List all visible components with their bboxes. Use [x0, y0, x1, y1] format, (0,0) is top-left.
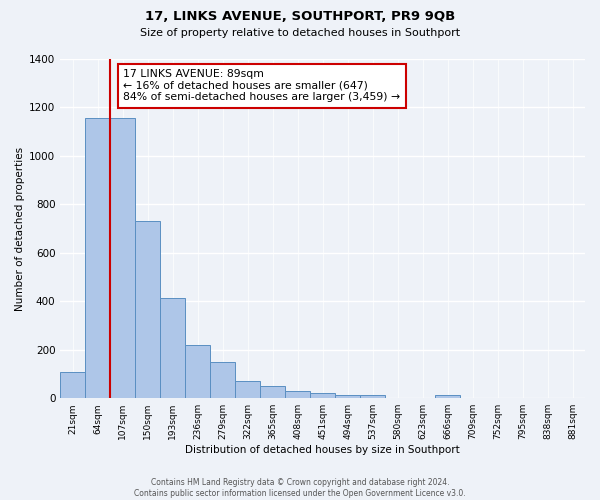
Bar — [310, 394, 335, 398]
Bar — [335, 394, 360, 398]
Text: Size of property relative to detached houses in Southport: Size of property relative to detached ho… — [140, 28, 460, 38]
Bar — [210, 362, 235, 398]
Bar — [110, 118, 135, 398]
Bar — [260, 386, 285, 398]
Bar — [435, 396, 460, 398]
Bar — [135, 222, 160, 398]
Y-axis label: Number of detached properties: Number of detached properties — [15, 146, 25, 310]
Bar — [185, 345, 210, 398]
Bar — [60, 372, 85, 398]
Bar — [285, 391, 310, 398]
Bar — [85, 118, 110, 398]
X-axis label: Distribution of detached houses by size in Southport: Distribution of detached houses by size … — [185, 445, 460, 455]
Bar — [235, 380, 260, 398]
Text: 17, LINKS AVENUE, SOUTHPORT, PR9 9QB: 17, LINKS AVENUE, SOUTHPORT, PR9 9QB — [145, 10, 455, 23]
Bar — [160, 298, 185, 398]
Bar — [360, 394, 385, 398]
Text: 17 LINKS AVENUE: 89sqm
← 16% of detached houses are smaller (647)
84% of semi-de: 17 LINKS AVENUE: 89sqm ← 16% of detached… — [123, 69, 400, 102]
Text: Contains HM Land Registry data © Crown copyright and database right 2024.
Contai: Contains HM Land Registry data © Crown c… — [134, 478, 466, 498]
